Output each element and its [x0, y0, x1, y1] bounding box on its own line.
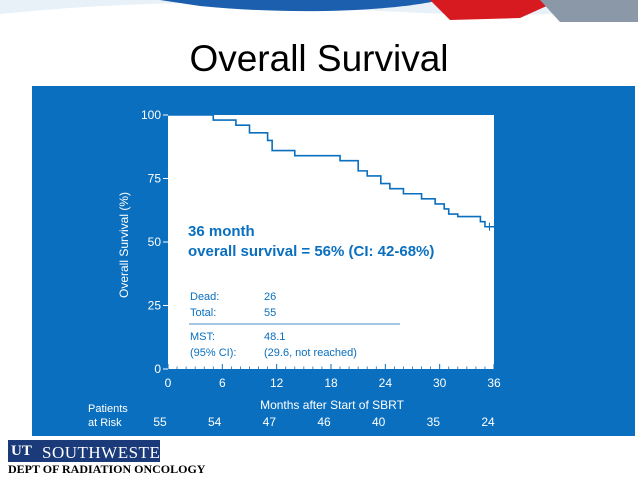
at-risk-value: 47 — [263, 415, 277, 429]
x-tick-label: 30 — [433, 376, 447, 390]
university-logo: UT SOUTHWESTERN — [8, 440, 184, 462]
y-axis-ticks: 0 25 50 75 100 — [141, 108, 168, 376]
survival-curve — [168, 114, 494, 228]
at-risk-label-line-1: Patients — [88, 403, 128, 415]
y-axis-label: Overall Survival (%) — [117, 192, 131, 298]
x-tick-label: 12 — [270, 376, 284, 390]
at-risk-value: 40 — [372, 415, 386, 429]
y-tick-label: 50 — [148, 235, 162, 249]
dead-value: 26 — [264, 291, 276, 303]
at-risk-values: 55 54 47 46 40 35 24 — [153, 415, 495, 429]
top-banner — [0, 0, 638, 22]
x-axis-ticks: 0 6 12 18 24 30 36 — [165, 364, 501, 390]
stats-box: Dead: 26 Total: 55 MST: 48.1 (95% CI): (… — [189, 291, 400, 359]
at-risk-value: 55 — [153, 415, 167, 429]
at-risk-label-line-2: at Risk — [88, 417, 122, 429]
at-risk-value: 35 — [427, 415, 441, 429]
x-tick-label: 0 — [165, 376, 172, 390]
y-tick-label: 0 — [154, 362, 161, 376]
mst-value: 48.1 — [264, 331, 285, 343]
annotation-line-1: 36 month — [188, 223, 255, 240]
ut-logo-mark: UT — [11, 443, 32, 459]
logo-text: SOUTHWESTERN — [42, 443, 185, 462]
y-tick-label: 25 — [148, 299, 162, 313]
ci-label: (95% CI): — [190, 347, 236, 359]
annotation-line-2: overall survival = 56% (CI: 42-68%) — [188, 243, 434, 260]
mst-label: MST: — [190, 331, 215, 343]
at-risk-value: 46 — [317, 415, 331, 429]
dead-label: Dead: — [190, 291, 219, 303]
total-label: Total: — [190, 307, 216, 319]
banner-red-swoosh — [430, 0, 560, 20]
ci-value: (29.6, not reached) — [264, 347, 357, 359]
at-risk-value: 54 — [208, 415, 222, 429]
x-axis-label: Months after Start of SBRT — [260, 398, 405, 412]
plot-area — [168, 115, 494, 369]
at-risk-value: 24 — [481, 415, 495, 429]
x-tick-label: 6 — [219, 376, 226, 390]
banner-blue-swoosh — [160, 0, 440, 12]
banner-gray-swoosh — [540, 0, 638, 22]
y-tick-label: 100 — [141, 108, 161, 122]
department-name: DEPT OF RADIATION ONCOLOGY — [8, 462, 206, 476]
y-tick-label: 75 — [148, 172, 162, 186]
total-value: 55 — [264, 307, 276, 319]
slide-title: Overall Survival — [189, 38, 449, 79]
x-tick-label: 18 — [324, 376, 338, 390]
x-tick-label: 36 — [487, 376, 501, 390]
x-tick-label: 24 — [379, 376, 393, 390]
